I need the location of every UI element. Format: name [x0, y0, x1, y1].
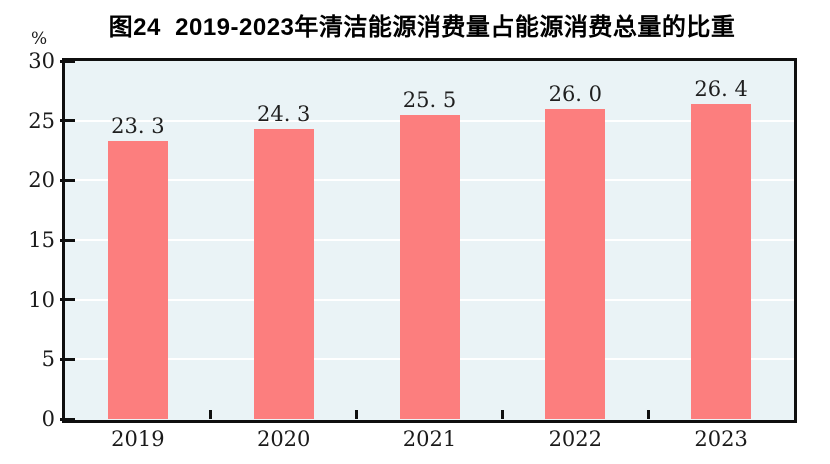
- bar-2020: [253, 129, 314, 419]
- y-tick-mark: [60, 59, 75, 63]
- y-tick-label: 30: [28, 49, 55, 73]
- y-tick-mark: [60, 178, 75, 182]
- bar-value-label: 26. 0: [548, 81, 603, 106]
- x-tick-label-2023: 2023: [694, 427, 748, 451]
- x-tick-label-2021: 2021: [402, 427, 457, 451]
- y-tick-mark: [60, 119, 75, 123]
- x-tick-mark: [500, 410, 504, 419]
- bar-value-label: 23. 3: [111, 113, 165, 138]
- chart-title: 图24 2019-2023年清洁能源消费量占能源消费总量的比重: [108, 14, 736, 41]
- y-tick-mark: [60, 298, 75, 302]
- bar-2019: [107, 140, 168, 419]
- bar-value-label: 25. 5: [402, 87, 457, 112]
- y-tick-label: 5: [41, 347, 55, 372]
- y-tick-label: 20: [28, 168, 55, 193]
- x-tick-label-2019: 2019: [111, 427, 165, 451]
- x-tick-mark: [646, 410, 650, 419]
- y-axis-unit-label: %: [31, 29, 48, 49]
- y-tick-label: 15: [28, 228, 55, 252]
- bar-value-label: 26. 4: [694, 76, 748, 101]
- y-tick-label: 10: [28, 287, 55, 312]
- x-tick-mark: [209, 410, 213, 419]
- x-tick-label-2022: 2022: [548, 427, 603, 451]
- y-tick-label: 25: [28, 108, 55, 133]
- y-tick-mark: [60, 238, 75, 242]
- y-tick-label: 0: [41, 407, 55, 431]
- y-tick-mark: [60, 417, 75, 421]
- y-tick-mark: [60, 357, 75, 361]
- bar-2023: [691, 103, 752, 419]
- bar-value-label: 24. 3: [256, 102, 311, 127]
- x-tick-mark: [355, 410, 359, 419]
- bar-2022: [545, 108, 606, 419]
- x-tick-label-2020: 2020: [256, 427, 311, 451]
- bar-2021: [399, 114, 460, 419]
